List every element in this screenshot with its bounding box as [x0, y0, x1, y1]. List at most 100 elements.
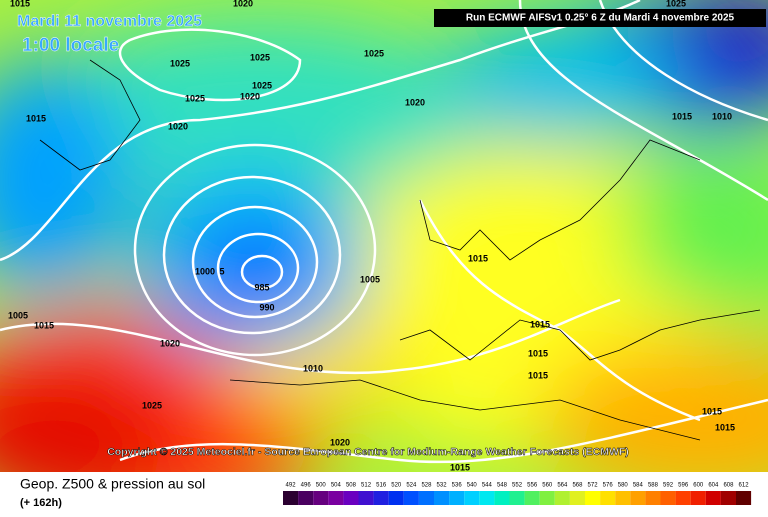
- isobar-label: 1020: [168, 121, 188, 131]
- scale-label: 508: [346, 483, 357, 489]
- isobar-label: 1015: [715, 422, 735, 432]
- isobar-label: 1020: [160, 338, 180, 348]
- scale-swatch: [675, 491, 691, 505]
- isobar-label: 1025: [666, 0, 686, 8]
- scale-label: 596: [678, 483, 689, 489]
- scale-swatch: [434, 491, 450, 505]
- scale-swatch: [524, 491, 540, 505]
- scale-swatch: [736, 491, 752, 505]
- isobar-label: 1025: [250, 52, 270, 62]
- scale-swatch: [313, 491, 329, 505]
- scale-swatch: [403, 491, 419, 505]
- scale-swatch: [569, 491, 585, 505]
- scale-label: 540: [467, 483, 478, 489]
- isobar-label: 1015: [672, 111, 692, 121]
- scale-label: 592: [663, 483, 674, 489]
- scale-swatch: [388, 491, 404, 505]
- scale-label: 548: [497, 483, 508, 489]
- isobar-label: 1015: [34, 320, 54, 330]
- scale-swatch: [615, 491, 631, 505]
- scale-label: 500: [316, 483, 327, 489]
- scale-swatch: [298, 491, 314, 505]
- footer-range: (+ 162h): [20, 497, 62, 509]
- scale-swatch: [554, 491, 570, 505]
- isobar-label: 1015: [468, 253, 488, 263]
- isobar-label: 1015: [702, 406, 722, 416]
- isobar-label: 1015: [26, 113, 46, 123]
- scale-label: 560: [542, 483, 553, 489]
- run-info: Run ECMWF AIFSv1 0.25° 6 Z du Mardi 4 no…: [466, 13, 735, 24]
- coastlines: [39, 59, 761, 441]
- isobar-label: 1015: [528, 348, 548, 358]
- scale-label: 580: [618, 483, 629, 489]
- scale-label: 496: [301, 483, 312, 489]
- footer-title: Geop. Z500 & pression au sol: [20, 476, 205, 492]
- scale-label: 588: [648, 483, 659, 489]
- isobar-label: 1015: [528, 370, 548, 380]
- scale-label: 512: [361, 483, 372, 489]
- scale-label: 520: [391, 483, 402, 489]
- run-banner: [434, 9, 766, 27]
- isobar-label: 1020: [240, 91, 260, 101]
- scale-swatch: [328, 491, 344, 505]
- isobar-label: 1020: [330, 437, 350, 447]
- scale-swatch: [494, 491, 510, 505]
- map-date: Mardi 11 novembre 2025: [17, 13, 202, 30]
- isobar-label: 985: [254, 282, 269, 292]
- scale-swatch: [660, 491, 676, 505]
- isobar-label: 5: [219, 266, 224, 276]
- scale-swatch: [630, 491, 646, 505]
- scale-label: 556: [527, 483, 538, 489]
- isobar-label: 1005: [360, 274, 380, 284]
- scale-label: 564: [557, 483, 568, 489]
- scale-swatch: [690, 491, 706, 505]
- scale-label: 528: [421, 483, 432, 489]
- isobar-label: 1025: [142, 400, 162, 410]
- isobar-label: 990: [259, 302, 274, 312]
- map-time: 1:00 locale: [22, 35, 119, 56]
- scale-swatch: [449, 491, 465, 505]
- scale-swatch: [358, 491, 374, 505]
- isobar-label: 1020: [233, 0, 253, 8]
- scale-label: 504: [331, 483, 342, 489]
- scale-swatch: [343, 491, 359, 505]
- scale-swatch: [720, 491, 736, 505]
- scale-swatch: [464, 491, 480, 505]
- scale-swatch: [539, 491, 555, 505]
- isobar-labels: 1020102510251025102510251020102010201015…: [8, 0, 735, 472]
- scale-swatch: [509, 491, 525, 505]
- isobar-label: 1000: [195, 266, 215, 276]
- color-scale: 492 496 500 504 508 512 516 520 524 528 532 536 540 5…: [283, 483, 752, 505]
- isobar-label: 1010: [712, 111, 732, 121]
- isobar-label: 1015: [530, 319, 550, 329]
- scale-swatch: [600, 491, 616, 505]
- isobar-label: 1025: [252, 80, 272, 90]
- copyright: Copyright © 2025 Meteociel.fr - Source E…: [107, 446, 629, 458]
- isobar-label: 1025: [170, 58, 190, 68]
- scale-swatch: [585, 491, 601, 505]
- scale-label: 492: [286, 483, 297, 489]
- scale-swatch: [283, 491, 299, 505]
- scale-label: 568: [572, 483, 583, 489]
- scale-label: 576: [603, 483, 614, 489]
- scale-swatch: [645, 491, 661, 505]
- scale-swatch: [479, 491, 495, 505]
- scale-swatch: [705, 491, 721, 505]
- scale-swatch: [373, 491, 389, 505]
- isobar-label: 1020: [405, 97, 425, 107]
- isobar-label: 1025: [364, 48, 384, 58]
- scale-label: 516: [376, 483, 387, 489]
- scale-label: 600: [693, 483, 704, 489]
- scale-label: 604: [708, 483, 719, 489]
- scale-label: 608: [723, 483, 734, 489]
- scale-label: 584: [633, 483, 644, 489]
- scale-label: 532: [437, 483, 448, 489]
- scale-label: 552: [512, 483, 523, 489]
- isobar-label: 1025: [185, 93, 205, 103]
- scale-swatch: [418, 491, 434, 505]
- scale-label: 544: [482, 483, 493, 489]
- scale-label: 612: [739, 483, 750, 489]
- scale-label: 572: [588, 483, 599, 489]
